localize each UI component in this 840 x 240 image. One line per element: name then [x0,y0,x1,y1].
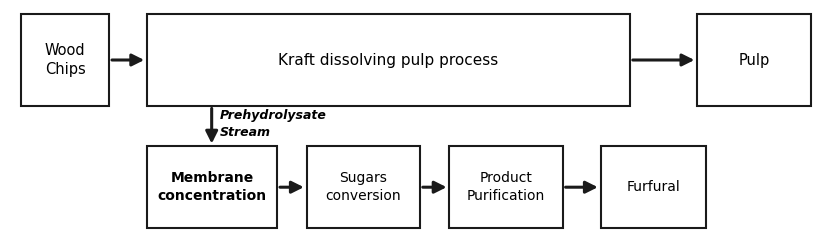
Bar [147,14,630,106]
Text: Pulp: Pulp [738,53,769,67]
Text: Prehydrolysate
Stream: Prehydrolysate Stream [220,109,327,139]
Text: Product
Purification: Product Purification [467,171,545,203]
Bar [601,146,706,228]
Text: Kraft dissolving pulp process: Kraft dissolving pulp process [278,53,499,67]
Text: Furfural: Furfural [627,180,680,194]
Text: Wood
Chips: Wood Chips [45,43,86,77]
Bar [147,146,277,228]
Bar [21,14,109,106]
Bar [449,146,563,228]
Text: Sugars
conversion: Sugars conversion [325,171,402,203]
Bar [307,146,420,228]
Bar [697,14,811,106]
Text: Membrane
concentration: Membrane concentration [158,171,266,203]
